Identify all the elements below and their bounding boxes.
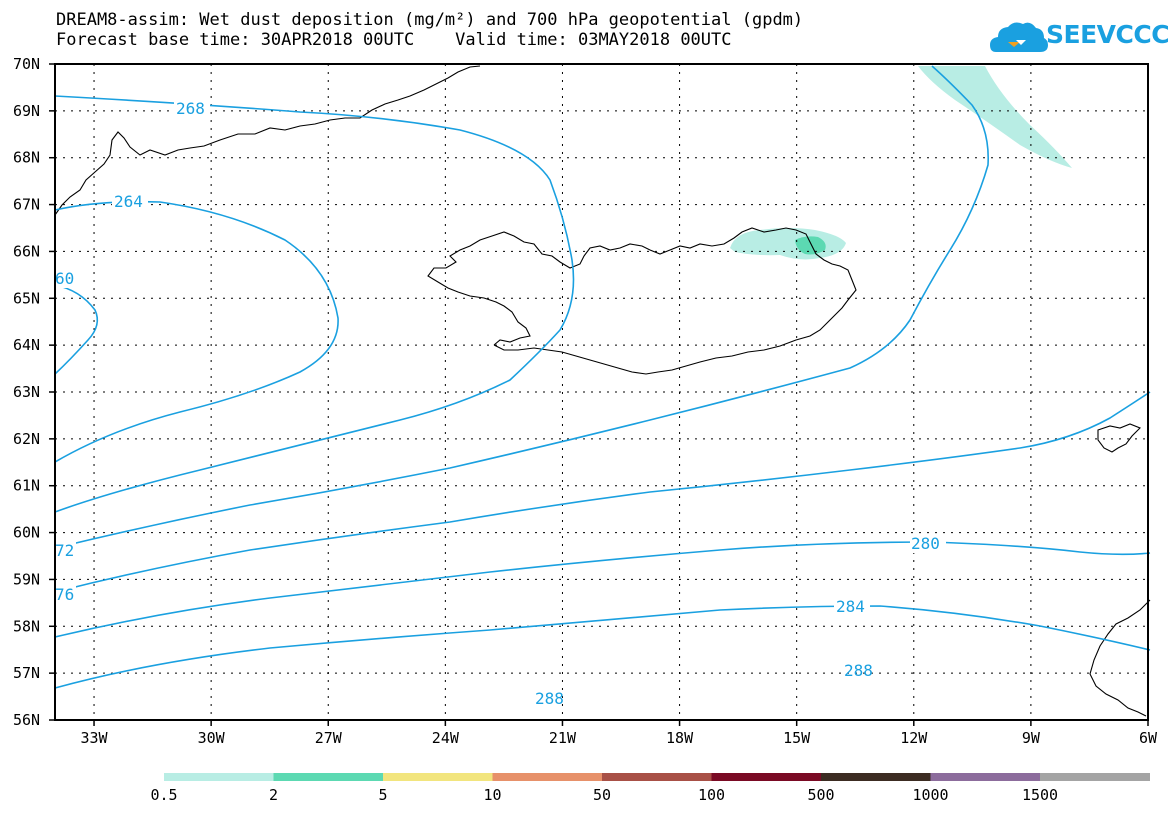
contour-label-276: 76 <box>55 585 74 604</box>
lat-label: 61N <box>13 477 40 495</box>
contour-label-284: 284 <box>836 597 865 616</box>
legend-label: 5 <box>378 786 387 804</box>
contour-label-288-east: 288 <box>844 661 873 680</box>
lat-label: 60N <box>13 524 40 542</box>
legend-swatch <box>1040 773 1150 781</box>
lon-label: 21W <box>549 729 577 747</box>
lat-label: 69N <box>13 102 40 120</box>
legend-swatch <box>930 773 1041 781</box>
legend-swatch <box>492 773 603 781</box>
contour-label-288-south: 288 <box>535 689 564 708</box>
graticule <box>55 64 1148 720</box>
lon-label: 12W <box>900 729 928 747</box>
lat-label: 68N <box>13 149 40 167</box>
legend-swatch <box>821 773 931 781</box>
coastline <box>54 65 1151 717</box>
dust-shading-arctic <box>918 66 1072 168</box>
dust-shading-iceland-dark <box>795 236 826 255</box>
lat-label: 57N <box>13 664 40 682</box>
longitude-labels: 33W 30W 27W 24W 21W 18W 15W 12W 9W 6W <box>80 729 1158 747</box>
legend-swatch <box>711 773 822 781</box>
legend-label: 500 <box>807 786 834 804</box>
contour-284 <box>54 605 1151 689</box>
chart-title-line-1: DREAM8-assim: Wet dust deposition (mg/m²… <box>56 10 804 30</box>
contour-280 <box>54 541 1151 638</box>
lat-label: 66N <box>13 242 40 260</box>
contour-label-264: 264 <box>114 192 143 211</box>
lat-label: 67N <box>13 196 40 214</box>
legend-label: 2 <box>269 786 278 804</box>
legend-label: 1500 <box>1022 786 1058 804</box>
contour-268 <box>54 95 575 513</box>
lat-label: 63N <box>13 383 40 401</box>
contour-276 <box>54 391 1151 593</box>
cloud-logo-icon <box>990 22 1048 52</box>
lat-label: 65N <box>13 289 40 307</box>
contour-264 <box>54 200 339 463</box>
lon-label: 33W <box>80 729 108 747</box>
contour-label-280: 280 <box>911 534 940 553</box>
lat-label: 64N <box>13 336 40 354</box>
legend-swatch <box>164 773 274 781</box>
lat-label: 70N <box>13 55 40 73</box>
geopotential-contours <box>54 65 1151 689</box>
contour-272 <box>54 65 989 549</box>
legend-swatch <box>273 773 384 781</box>
lat-label: 62N <box>13 430 40 448</box>
contour-label-268: 268 <box>176 99 205 118</box>
lon-label: 27W <box>315 729 343 747</box>
chart-title-line-2: Forecast base time: 30APR2018 00UTC Vali… <box>56 30 732 50</box>
axis-ticks <box>49 63 1149 726</box>
lon-label: 6W <box>1139 729 1158 747</box>
lon-label: 30W <box>198 729 226 747</box>
legend-swatch <box>383 773 493 781</box>
contour-labels: 268 264 60 72 76 280 284 288 288 <box>54 99 946 708</box>
lat-label: 58N <box>13 617 40 635</box>
contour-label-260: 60 <box>55 269 74 288</box>
lon-label: 9W <box>1022 729 1041 747</box>
latitude-labels: 70N 69N 68N 67N 66N 65N 64N 63N 62N 61N 60N 59N 58N 5… <box>13 55 40 729</box>
legend-swatch <box>602 773 712 781</box>
legend-label: 10 <box>483 786 501 804</box>
contour-260 <box>54 284 99 375</box>
lat-label: 59N <box>13 570 40 588</box>
legend-label: 1000 <box>912 786 948 804</box>
legend-label: 100 <box>698 786 725 804</box>
logo-text: SEEVCCC <box>1046 20 1170 49</box>
legend-label: 50 <box>593 786 611 804</box>
lon-label: 18W <box>666 729 694 747</box>
legend-label: 0.5 <box>150 786 177 804</box>
lat-label: 56N <box>13 711 40 729</box>
contour-label-272: 72 <box>55 541 74 560</box>
lon-label: 24W <box>432 729 460 747</box>
lon-label: 15W <box>783 729 811 747</box>
